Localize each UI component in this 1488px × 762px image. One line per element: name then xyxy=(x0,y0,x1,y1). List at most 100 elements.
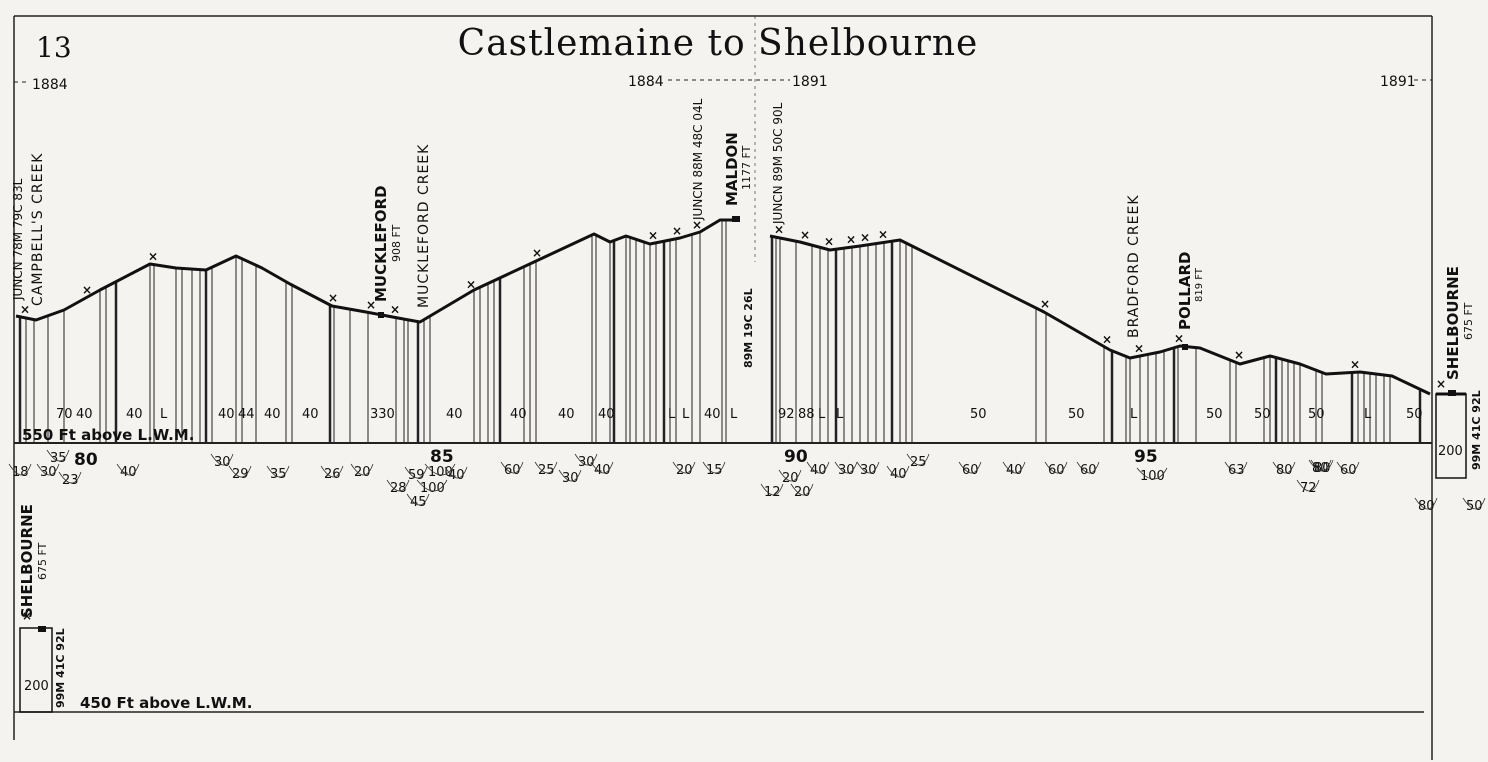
gradient-label: 70 xyxy=(56,407,73,422)
curve-label: 35 xyxy=(270,467,287,482)
curve-arc xyxy=(36,463,60,476)
curve-label: 30 xyxy=(214,455,231,470)
curve-arc xyxy=(1002,461,1026,474)
curve-label: 25 xyxy=(538,463,555,478)
gradient-label: 40 xyxy=(598,407,615,422)
curve-label: 20 xyxy=(676,463,693,478)
gradient-label: 40 xyxy=(302,407,319,422)
summit-mark: × xyxy=(466,277,476,291)
curve-arc xyxy=(58,471,82,484)
gradient-label: 40 xyxy=(76,407,93,422)
year-mid-right: 1891 xyxy=(792,74,828,90)
gradient-label: 40 xyxy=(510,407,527,422)
curve-arc xyxy=(1224,461,1248,474)
curve-arc xyxy=(404,466,428,479)
curve-arc xyxy=(790,483,814,496)
maldon-height: 1177 FT xyxy=(740,145,753,190)
curve-arc xyxy=(1414,497,1438,510)
summit-mark: × xyxy=(860,230,870,244)
curve-label: 100 xyxy=(420,481,445,496)
gradient-label: L xyxy=(160,407,168,422)
gradient-label: 330 xyxy=(370,407,395,422)
end-box-lower-value: 200 xyxy=(24,679,49,694)
curve-arc xyxy=(500,461,524,474)
gradient-label: L xyxy=(668,407,676,422)
curve-arc xyxy=(228,465,252,478)
summit-mark: × xyxy=(824,234,834,248)
gradient-label: 50 xyxy=(1406,407,1423,422)
gradient-label: 40 xyxy=(126,407,143,422)
summit-mark: × xyxy=(878,228,888,242)
summit-mark: × xyxy=(22,609,32,623)
curve-label: 30 xyxy=(838,463,855,478)
pollard-height: 819 FT xyxy=(1194,267,1205,302)
summit-mark: × xyxy=(532,246,542,260)
curve-arc xyxy=(116,463,140,476)
curve-label: 60 xyxy=(1048,463,1065,478)
curve-arc xyxy=(416,479,448,492)
summit-mark: × xyxy=(672,224,682,238)
milepost-85: 85 xyxy=(430,447,454,467)
curve-label: 20 xyxy=(782,471,799,486)
curve-label: 80 xyxy=(1418,499,1435,514)
curve-arc xyxy=(702,461,726,474)
maldon: MALDON xyxy=(723,132,741,206)
year-mid-left: 1884 xyxy=(628,74,664,90)
summit-mark: × xyxy=(648,229,658,243)
curve-arc xyxy=(320,465,344,478)
datum-upper: 550 Ft above L.W.M. xyxy=(22,426,194,444)
year-right: 1891 xyxy=(1380,74,1416,90)
gradient-label: L xyxy=(730,407,738,422)
curve-arc xyxy=(1462,497,1486,510)
curve-label: 30 xyxy=(40,465,57,480)
curve-label: 40 xyxy=(120,465,137,480)
gradient-label: 92 xyxy=(778,407,795,422)
curve-label: 40 xyxy=(890,467,907,482)
milepost-90: 90 xyxy=(784,447,808,467)
summit-mark: × xyxy=(800,228,810,242)
campbells-creek: CAMPBELL'S CREEK xyxy=(30,153,46,306)
summit-mark: × xyxy=(1102,333,1112,347)
gradient-label: L xyxy=(1130,407,1138,422)
curve-label: 28 xyxy=(390,481,407,496)
summit-mark: × xyxy=(1174,332,1184,346)
gradient-label: 88 xyxy=(798,407,815,422)
curve-arc xyxy=(1044,461,1068,474)
curve-arc xyxy=(386,479,410,492)
year-dashes xyxy=(14,79,1432,83)
datum-lower: 450 Ft above L.W.M. xyxy=(80,694,252,712)
shelbourne-upper: SHELBOURNE xyxy=(1444,266,1462,380)
curve-label: 60 xyxy=(962,463,979,478)
summit-mark: × xyxy=(1040,297,1050,311)
curve-label: 60 xyxy=(504,463,521,478)
junction-maldon-2: JUNCN 89M 50C 90L xyxy=(771,102,785,225)
curve-arc xyxy=(1336,461,1360,474)
end-boxes xyxy=(19,393,1467,713)
curve-label: 80 xyxy=(1276,463,1293,478)
summit-mark: × xyxy=(1234,348,1244,362)
muckleford-height: 908 FT xyxy=(390,224,403,262)
summit-marks: × × × × × × × × × × × × × × × × × × × × × × × × × xyxy=(20,218,1446,623)
curve-label: 18 xyxy=(12,465,29,480)
curve-arc xyxy=(806,461,830,474)
curve-label: 30 xyxy=(578,455,595,470)
summit-mark: × xyxy=(1350,357,1360,371)
curve-label: 59 xyxy=(408,468,425,483)
shelbourne-km-upper: 99M 41C 92L xyxy=(1470,390,1483,470)
summit-mark: × xyxy=(846,232,856,246)
curve-label: 60 xyxy=(1080,463,1097,478)
gradient-label: 50 xyxy=(1206,407,1223,422)
curve-label: 25 xyxy=(910,455,927,470)
gradient-label: 40 xyxy=(218,407,235,422)
curve-arc xyxy=(534,461,558,474)
muckleford: MUCKLEFORD xyxy=(372,185,390,302)
curve-label: 30 xyxy=(860,463,877,478)
curve-label: 35 xyxy=(50,451,67,466)
curve-arc xyxy=(1076,461,1100,474)
gradient-label: 50 xyxy=(1254,407,1271,422)
summit-mark: × xyxy=(390,302,400,316)
gradient-label: L xyxy=(836,407,844,422)
pollard: POLLARD xyxy=(1176,252,1194,330)
